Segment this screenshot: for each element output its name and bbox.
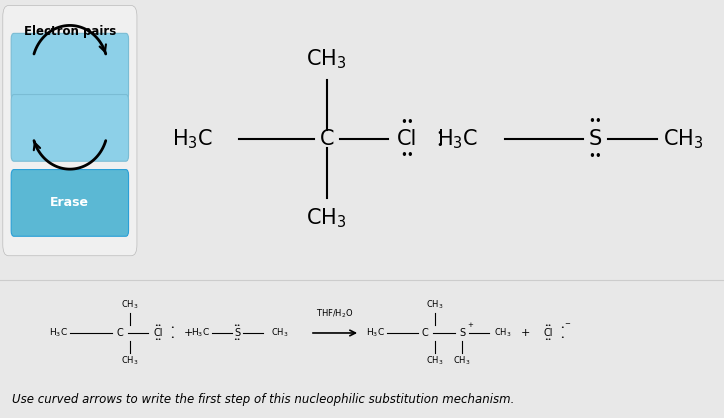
Text: ••: •• [154,337,161,342]
Text: Erase: Erase [51,196,89,209]
Text: ••: •• [400,149,414,162]
Text: ••: •• [233,324,241,329]
Text: C: C [117,328,123,338]
Text: Cl: Cl [397,129,418,149]
Text: C: C [421,328,429,338]
Text: CH$_3$: CH$_3$ [662,127,703,151]
Text: H$_3$C: H$_3$C [437,127,479,151]
Text: ••: •• [544,337,552,342]
Text: •: • [437,140,442,150]
Text: CH$_3$: CH$_3$ [453,355,471,367]
Text: S: S [589,129,602,149]
Text: H$_3$C: H$_3$C [49,327,68,339]
Text: •: • [560,336,564,341]
Text: CH$_3$: CH$_3$ [306,48,347,71]
Text: CH$_3$: CH$_3$ [494,327,512,339]
FancyBboxPatch shape [3,5,137,256]
Text: +: + [183,328,193,338]
Text: S: S [234,328,240,338]
FancyBboxPatch shape [11,33,129,100]
Text: •: • [437,128,442,138]
Text: ••: •• [544,324,552,329]
Text: ••: •• [233,337,241,342]
Text: THF/H$_2$O: THF/H$_2$O [316,308,354,320]
Text: •: • [560,326,564,331]
Text: ••: •• [400,116,414,129]
Text: •: • [170,336,174,341]
Text: ••: •• [589,115,602,128]
FancyBboxPatch shape [11,170,129,236]
Text: ••: •• [154,324,161,329]
Text: CH$_3$: CH$_3$ [272,327,289,339]
Text: Electron pairs: Electron pairs [24,25,116,38]
Text: H$_3$C: H$_3$C [191,327,210,339]
Text: Use curved arrows to write the first step of this nucleophilic substitution mech: Use curved arrows to write the first ste… [12,393,514,406]
FancyBboxPatch shape [11,94,129,161]
Text: C: C [319,129,334,149]
Text: CH$_3$: CH$_3$ [426,355,444,367]
Text: H$_3$C: H$_3$C [366,327,385,339]
Text: +: + [467,322,473,328]
Text: ••: •• [589,150,602,163]
Text: Cl: Cl [153,328,163,338]
Text: CH$_3$: CH$_3$ [121,298,139,311]
Text: CH$_3$: CH$_3$ [426,298,444,311]
Text: Cl: Cl [543,328,552,338]
Text: −: − [564,321,570,327]
Text: CH$_3$: CH$_3$ [306,206,347,230]
Text: CH$_3$: CH$_3$ [121,355,139,367]
Text: +: + [521,328,530,338]
Text: S: S [459,328,465,338]
Text: •: • [170,326,174,331]
Text: H$_3$C: H$_3$C [172,127,213,151]
